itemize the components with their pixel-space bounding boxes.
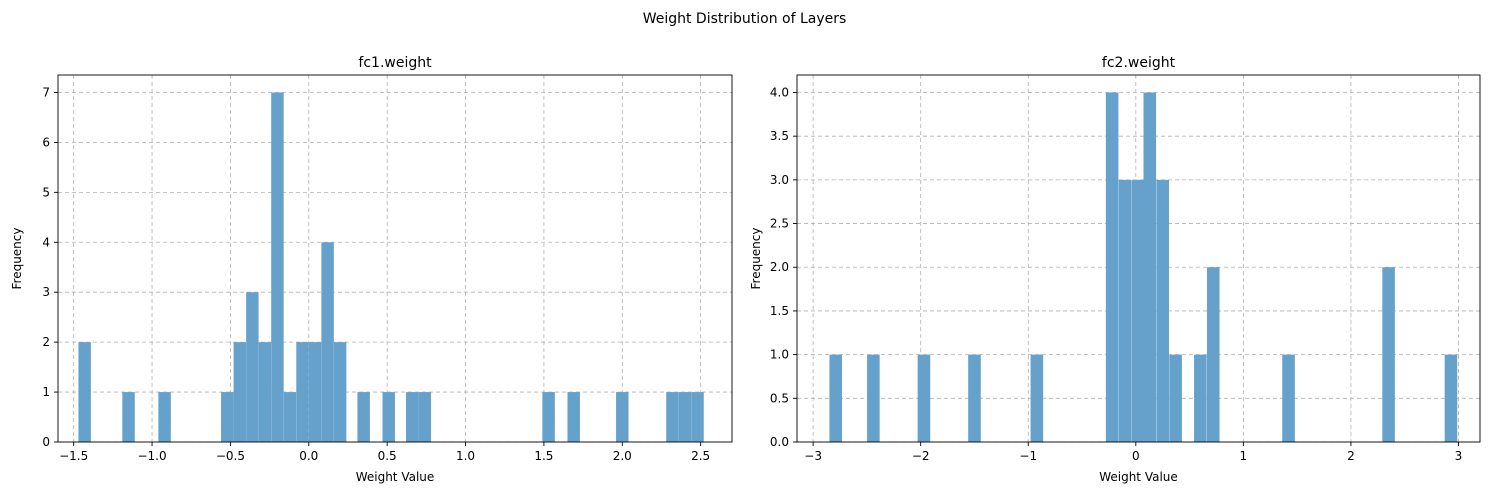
histogram-bar [122, 392, 135, 442]
histogram-bar [678, 392, 692, 442]
histogram-bar [406, 392, 419, 442]
histogram-bar [691, 392, 704, 442]
histogram-bar [1143, 92, 1157, 442]
y-tick-label: 6 [42, 135, 50, 149]
x-tick-label: 2 [1347, 449, 1355, 463]
chart-title: fc1.weight [358, 55, 432, 71]
x-tick-label: 1.0 [456, 449, 475, 463]
histogram-bar [1282, 354, 1295, 442]
x-tick-label: −1.0 [137, 449, 166, 463]
x-tick-label: −0.5 [216, 449, 245, 463]
histogram-bar [382, 392, 395, 442]
x-tick-label: 2.5 [691, 449, 710, 463]
y-tick-label: 1 [42, 385, 50, 399]
x-tick-label: −3 [804, 449, 822, 463]
y-tick-label: 2.0 [770, 260, 789, 274]
axes-frame [796, 74, 1481, 443]
histogram-bar [296, 342, 309, 442]
y-tick-label: 0 [42, 435, 50, 449]
y-axis-label: Frequency [749, 228, 763, 290]
histogram-bar [666, 392, 679, 442]
y-tick-label: 4 [42, 235, 50, 249]
y-tick-label: 3.5 [770, 129, 789, 143]
histogram-bar [968, 354, 981, 442]
y-tick-label: 3.0 [770, 173, 789, 187]
histogram-bar [158, 392, 171, 442]
histogram-bar [542, 392, 555, 442]
histogram-bar [616, 392, 629, 442]
histogram-bar [246, 292, 259, 442]
x-tick-label: 0 [1132, 449, 1140, 463]
histogram-bar [829, 354, 843, 442]
histogram-bar [333, 342, 347, 442]
y-tick-label: 2.5 [770, 217, 789, 231]
histogram-bar [1131, 179, 1145, 442]
histogram-bar [917, 354, 931, 442]
histogram-bar [283, 392, 297, 442]
x-tick-label: 0.5 [378, 449, 397, 463]
histogram-bar [308, 342, 322, 442]
figure-suptitle: Weight Distribution of Layers [643, 11, 847, 27]
y-tick-label: 0.0 [770, 435, 789, 449]
histogram-bar [1444, 354, 1458, 442]
chart-fc1-weight: −1.5 −1.0 −0.5 0.0 0.5 1.0 1.5 2.0 2.5 0 1 2 3 4 5 6 7 fc… [10, 55, 733, 484]
x-axis-label: Weight Value [1099, 470, 1178, 484]
histogram-bar [1030, 354, 1044, 442]
chart-title: fc2.weight [1102, 55, 1176, 71]
histogram-bar [1105, 92, 1119, 442]
y-axis-label: Frequency [10, 228, 24, 290]
histogram-bar [233, 342, 247, 442]
y-tick-label: 3 [42, 285, 50, 299]
y-tick-label: 5 [42, 185, 50, 199]
histogram-bar [271, 92, 284, 442]
y-tick-label: 1.5 [770, 304, 789, 318]
histogram-bar [1206, 267, 1220, 442]
x-tick-label: −1.5 [59, 449, 88, 463]
y-tick-label: 2 [42, 335, 50, 349]
x-tick-label: −2 [912, 449, 930, 463]
histogram-bar [357, 392, 370, 442]
x-tick-label: −1 [1019, 449, 1037, 463]
histogram-bar [1169, 354, 1182, 442]
histogram-bar [418, 392, 432, 442]
histogram-bar [1118, 179, 1132, 442]
x-axis-label: Weight Value [356, 470, 435, 484]
x-tick-label: 1.5 [534, 449, 553, 463]
x-tick-label: 2.0 [613, 449, 632, 463]
histogram-bar [258, 342, 272, 442]
histogram-bar [1194, 354, 1207, 442]
histogram-bar [1156, 179, 1169, 442]
y-tick-label: 4.0 [770, 85, 789, 99]
chart-fc2-weight: −3 −2 −1 0 1 2 3 0.0 0.5 1.0 1.5 2.0 2.5 3.0 3.5 4.0 fc2… [749, 55, 1481, 484]
histogram-bar [78, 342, 91, 442]
histogram-bar [867, 354, 880, 442]
axes-frame [57, 74, 733, 443]
histogram-bar [221, 392, 234, 442]
histogram-bar [1382, 267, 1395, 442]
y-tick-label: 0.5 [770, 391, 789, 405]
histogram-bar [567, 392, 580, 442]
y-tick-label: 1.0 [770, 348, 789, 362]
x-tick-label: 0.0 [299, 449, 318, 463]
y-tick-label: 7 [42, 85, 50, 99]
x-tick-label: 1 [1240, 449, 1248, 463]
x-tick-label: 3 [1455, 449, 1463, 463]
histogram-bar [321, 242, 334, 442]
